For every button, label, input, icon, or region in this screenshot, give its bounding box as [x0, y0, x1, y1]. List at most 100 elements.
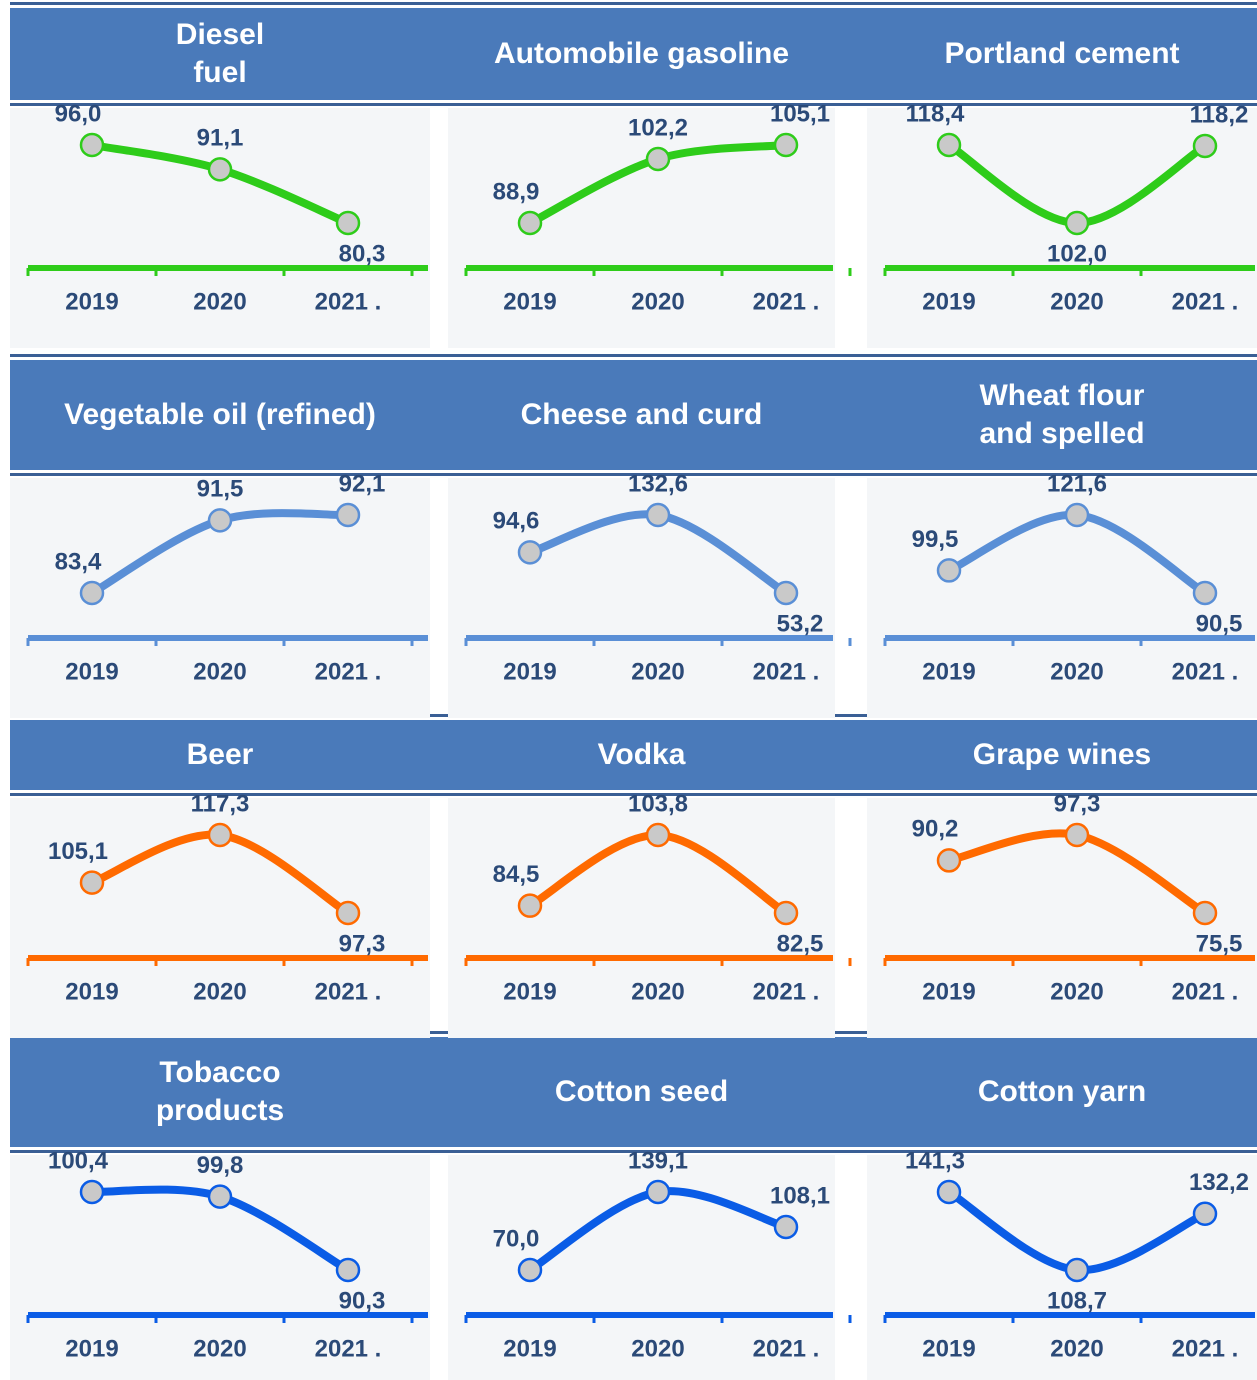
point — [207, 508, 233, 533]
axis-line — [28, 265, 428, 271]
point — [1064, 1257, 1090, 1283]
x-tick-label: 2019 — [503, 978, 556, 1005]
point — [1192, 1201, 1218, 1227]
header-band — [10, 8, 1257, 100]
axis-tick — [1011, 268, 1015, 276]
value-label: 91,1 — [197, 125, 244, 152]
x-tick-label: 2021 . — [315, 288, 382, 315]
point — [645, 822, 671, 848]
x-tick-label: 2021 . — [315, 978, 382, 1005]
point — [936, 132, 962, 158]
x-tick-label: 2019 — [503, 1335, 556, 1362]
x-tick-label: 2021 . — [1172, 288, 1239, 315]
axis-tick — [282, 638, 286, 646]
value-label: 90,3 — [339, 1287, 386, 1314]
axis-tick — [282, 958, 286, 966]
axis-tick — [154, 1315, 158, 1323]
x-tick-label: 2020 — [193, 658, 246, 685]
axis-line — [466, 1312, 833, 1318]
axis-line — [885, 1312, 1255, 1318]
value-label: 70,0 — [493, 1225, 540, 1252]
axis-tick — [883, 638, 887, 646]
axis-tick — [26, 958, 30, 966]
axis-tick — [464, 1315, 468, 1323]
axis-tick — [592, 268, 596, 276]
value-label: 83,4 — [55, 548, 102, 575]
x-tick-label: 2019 — [922, 1335, 975, 1362]
axis-line — [466, 265, 833, 271]
chart-title: Portland cement — [944, 37, 1180, 70]
axis-tick — [592, 1315, 596, 1323]
axis-tick — [883, 1315, 887, 1323]
axis-tick — [154, 268, 158, 276]
point — [645, 1179, 671, 1205]
header-line — [10, 103, 1257, 106]
axis-tick — [26, 268, 30, 276]
axis-line — [885, 265, 1255, 271]
value-label: 139,1 — [628, 1147, 688, 1174]
value-label: 108,7 — [1047, 1287, 1107, 1314]
header-line — [10, 354, 1257, 357]
chart-title: Vegetable oil (refined) — [64, 398, 376, 431]
point — [936, 848, 962, 873]
x-tick-label: 2020 — [1050, 1335, 1103, 1362]
x-tick-label: 2021 . — [753, 658, 820, 685]
chart-title: Cheese and curd — [520, 398, 763, 431]
panel-bg — [10, 108, 430, 348]
x-tick-label: 2019 — [65, 978, 118, 1005]
point — [517, 540, 543, 565]
header-band — [10, 360, 1257, 470]
x-tick-label: 2020 — [193, 1335, 246, 1362]
chart-title: Grape wines — [972, 738, 1152, 771]
value-label: 92,1 — [339, 470, 386, 497]
header-line — [10, 473, 1257, 476]
axis-tick — [410, 958, 414, 966]
axis-line — [28, 635, 428, 641]
axis-line — [885, 955, 1255, 961]
value-label: 132,6 — [628, 470, 688, 497]
axis-tick — [464, 638, 468, 646]
x-tick-label: 2019 — [922, 658, 975, 685]
axis-tick — [720, 268, 724, 276]
x-tick-label: 2019 — [65, 658, 118, 685]
axis-tick — [26, 1315, 30, 1323]
value-label: 121,6 — [1047, 470, 1107, 497]
header-line — [10, 793, 1257, 796]
header-band — [10, 1037, 1257, 1147]
point — [335, 1257, 361, 1283]
value-label: 102,2 — [628, 114, 688, 141]
value-label: 96,0 — [55, 100, 102, 127]
axis-line — [885, 635, 1255, 641]
chart-title: Vodka — [597, 738, 686, 771]
value-label: 99,5 — [912, 526, 959, 553]
chart-title: Tobacco products — [155, 1056, 285, 1127]
point — [1192, 580, 1218, 606]
value-label: 91,5 — [197, 476, 244, 503]
x-tick-label: 2020 — [193, 288, 246, 315]
point — [335, 900, 361, 926]
axis-tick — [1011, 958, 1015, 966]
value-label: 97,3 — [339, 930, 386, 957]
axis-tick — [592, 638, 596, 646]
value-label: 97,3 — [1054, 790, 1101, 817]
value-label: 118,4 — [906, 100, 965, 127]
point — [517, 210, 543, 236]
x-tick-label: 2021 . — [753, 288, 820, 315]
point — [79, 1179, 105, 1205]
value-label: 94,6 — [493, 508, 540, 535]
x-tick-label: 2021 . — [315, 658, 382, 685]
axis-line — [466, 955, 833, 961]
axis-tick — [1139, 1315, 1143, 1323]
point — [1064, 210, 1090, 236]
axis-tick — [1011, 638, 1015, 646]
axis-tick — [848, 638, 852, 646]
axis-tick — [883, 958, 887, 966]
value-label: 88,9 — [493, 178, 540, 205]
x-tick-label: 2020 — [631, 978, 684, 1005]
value-label: 103,8 — [628, 790, 688, 817]
point — [773, 900, 799, 926]
value-label: 132,2 — [1189, 1169, 1249, 1196]
header-band — [10, 720, 1257, 790]
chart-title: Wheat flour and spelled — [979, 379, 1145, 450]
